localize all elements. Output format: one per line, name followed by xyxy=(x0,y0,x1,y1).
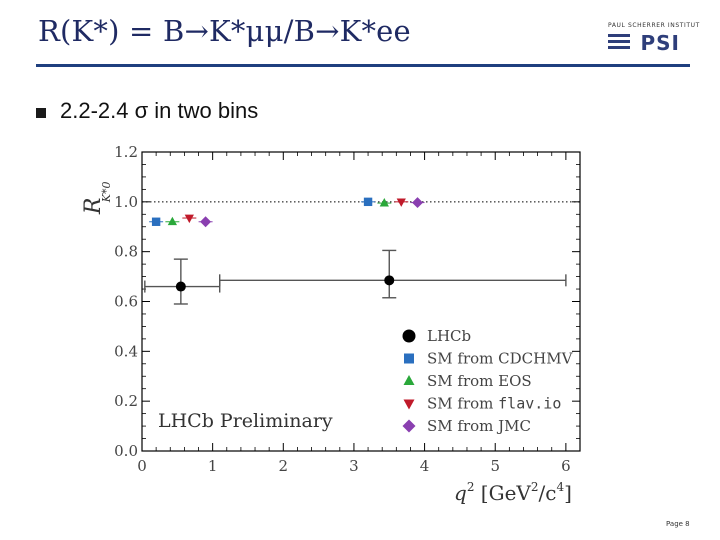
x-tick-label: 5 xyxy=(490,457,500,475)
legend-marker xyxy=(402,419,416,433)
logo-caption: PAUL SCHERRER INSTITUT xyxy=(608,22,700,29)
data-point xyxy=(412,197,423,209)
title-rule xyxy=(36,64,690,67)
legend-label-part: flav.io xyxy=(498,395,561,413)
y-tick-label: 0.6 xyxy=(114,293,138,311)
y-tick-label: 0.4 xyxy=(114,342,138,360)
logo-mark: PSI xyxy=(640,31,680,55)
slide-title: R(K*) = B→K*μμ/B→K*ee xyxy=(38,14,411,48)
x-axis-label-part: 2 xyxy=(531,480,539,494)
y-axis-label: R xyxy=(81,198,106,216)
bullet-text: 2.2-2.4 σ in two bins xyxy=(60,98,259,123)
legend-label: SM from CDCHMV xyxy=(427,350,574,368)
y-tick-label: 0.8 xyxy=(114,243,138,261)
y-tick-label: 1.2 xyxy=(114,143,138,161)
x-axis-label: q2 [GeV2/c4] xyxy=(454,480,572,505)
legend-marker xyxy=(402,329,416,343)
page-number: Page 8 xyxy=(666,520,690,528)
x-axis-label-part: 4 xyxy=(556,480,564,494)
rk-chart: 0 1 2 3 4 5 60.00.20.40.60.81.01.2RK*0q2 [GeV2… xyxy=(81,143,581,505)
x-axis-label-part: /c xyxy=(539,481,557,505)
legend-marker xyxy=(404,353,414,364)
x-tick-label: 3 xyxy=(349,457,359,475)
y-tick-label: 1.0 xyxy=(114,193,138,211)
legend-marker xyxy=(403,399,415,410)
psi-logo: PAUL SCHERRER INSTITUT PSI xyxy=(608,22,700,58)
data-point xyxy=(151,217,161,226)
data-point xyxy=(184,214,194,224)
legend-label: SM from JMC xyxy=(427,417,531,435)
data-point xyxy=(379,198,389,207)
data-point xyxy=(167,216,177,226)
x-tick-label: 6 xyxy=(561,457,571,475)
data-point xyxy=(396,198,406,207)
x-axis-label-part: [GeV xyxy=(474,481,531,505)
data-point xyxy=(175,281,186,292)
y-tick-label: 0.2 xyxy=(114,392,138,410)
logo-bars-icon xyxy=(608,34,630,54)
x-tick-label: 4 xyxy=(420,457,430,475)
bullet-square-icon xyxy=(36,108,46,118)
chart-annotation: LHCb Preliminary xyxy=(158,410,333,432)
x-axis-label-part: ] xyxy=(564,481,572,505)
x-tick-label: 0 xyxy=(137,457,147,475)
data-point xyxy=(363,197,373,207)
data-point xyxy=(384,275,395,286)
legend-marker xyxy=(403,375,415,385)
legend-label: SM from EOS xyxy=(427,372,532,390)
legend-label-part: SM from xyxy=(427,395,498,413)
x-tick-label: 1 xyxy=(208,457,218,475)
y-tick-label: 0.0 xyxy=(114,442,138,460)
x-axis-label-part: q xyxy=(454,481,467,505)
legend-label: LHCb xyxy=(427,327,471,345)
x-axis-label-part: 2 xyxy=(467,480,475,494)
x-tick-label: 2 xyxy=(279,457,289,475)
legend-label: SM from flav.io xyxy=(427,395,561,413)
data-point xyxy=(200,216,212,228)
y-axis-label-sub: K*0 xyxy=(100,181,113,203)
